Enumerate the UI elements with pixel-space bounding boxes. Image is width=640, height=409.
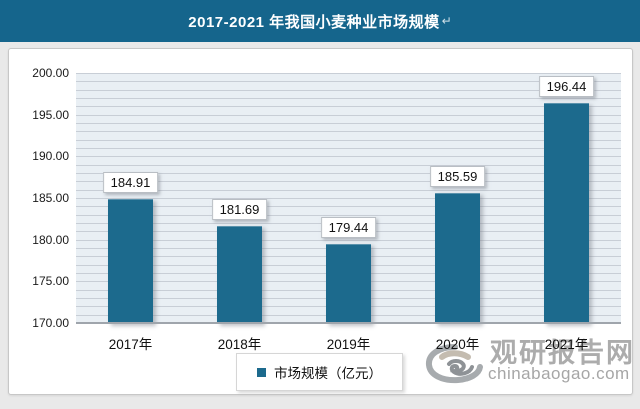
x-axis-label: 2021年 xyxy=(544,337,589,352)
legend-marker-icon xyxy=(257,367,266,377)
watermark: 观研报告网 chinabaogao.com xyxy=(424,331,639,391)
gridline xyxy=(76,164,621,166)
y-axis-tick-label: 185.00 xyxy=(32,191,69,205)
page-title: 2017-2021 年我国小麦种业市场规模 xyxy=(188,13,440,31)
data-label: 185.59 xyxy=(429,166,486,188)
x-axis-label: 2019年 xyxy=(326,337,371,352)
gridline xyxy=(76,239,621,241)
gridline xyxy=(76,139,621,141)
gridline xyxy=(76,156,621,158)
watermark-site-name: 观研报告网 xyxy=(490,338,635,368)
paragraph-return-mark: ↵ xyxy=(441,14,452,28)
eye-swirl-logo-icon xyxy=(425,344,483,384)
bar-2018年 xyxy=(217,225,262,324)
bar-2019年 xyxy=(326,244,371,324)
gridline xyxy=(76,114,621,116)
data-label: 179.44 xyxy=(320,217,377,239)
gridline xyxy=(76,131,621,133)
bar-2017年 xyxy=(108,198,153,324)
x-axis-label: 2020年 xyxy=(435,337,480,352)
y-axis-tick-label: 190.00 xyxy=(32,149,69,164)
gridline xyxy=(76,198,621,199)
chart-title-bar: 2017-2021 年我国小麦种业市场规模 ↵ xyxy=(0,0,640,42)
gridline xyxy=(76,98,621,99)
gridline xyxy=(76,106,621,108)
gridline xyxy=(76,189,621,191)
x-axis-line xyxy=(76,322,621,324)
gridline xyxy=(76,206,621,208)
y-axis-tick-label: 195.00 xyxy=(32,107,69,122)
plot-area xyxy=(76,73,621,324)
gridline xyxy=(76,148,621,149)
watermark-domain: chinabaogao.com xyxy=(488,364,630,383)
y-axis-tick-label: 180.00 xyxy=(32,232,69,247)
gridline xyxy=(76,73,621,74)
chart-legend: 市场规模（亿元） xyxy=(236,353,403,391)
bar-2021年 xyxy=(544,102,589,324)
gridline xyxy=(76,214,621,216)
chart-card: 170.00 175.00 180.00 185.00 190.00 195.00 200.… xyxy=(8,48,633,395)
legend-series-label: 市场规模（亿元） xyxy=(274,366,382,381)
y-axis-tick-label: 175.00 xyxy=(32,274,69,289)
gridline xyxy=(76,81,621,83)
x-axis-label: 2018年 xyxy=(217,337,262,352)
data-label: 184.91 xyxy=(102,171,159,193)
y-axis-tick-label: 170.00 xyxy=(32,316,69,330)
gridline xyxy=(76,181,621,183)
x-axis-label: 2017年 xyxy=(108,337,153,352)
bar-2020年 xyxy=(435,193,480,324)
gridline xyxy=(76,123,621,124)
y-axis-tick-label: 200.00 xyxy=(32,66,69,80)
gridline xyxy=(76,173,621,174)
data-label: 181.69 xyxy=(211,198,268,220)
gridline xyxy=(76,89,621,91)
data-label: 196.44 xyxy=(538,75,595,97)
